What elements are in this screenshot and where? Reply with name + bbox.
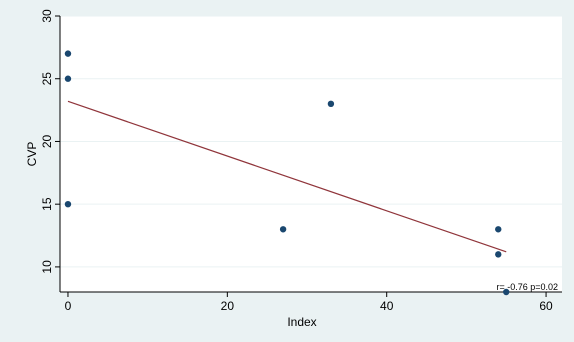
y-tick-label: 20 xyxy=(40,134,54,148)
x-axis-title: Index xyxy=(287,315,316,329)
x-tick-label: 40 xyxy=(380,299,394,313)
data-point xyxy=(64,200,72,208)
x-tick-label: 20 xyxy=(221,299,235,313)
correlation-annotation: r= -0.76 p=0.02 xyxy=(496,282,558,292)
grid-lines xyxy=(60,15,562,268)
fit-line xyxy=(67,100,507,253)
y-tick-label: 25 xyxy=(40,72,54,86)
y-tick-label: 10 xyxy=(40,260,54,274)
data-point xyxy=(279,226,287,233)
data-point xyxy=(495,251,502,258)
data-point xyxy=(64,75,72,82)
x-tick-label: 60 xyxy=(539,299,553,313)
data-point xyxy=(327,100,335,108)
axes: 10 15 20 25 30 0 20 40 60 xyxy=(40,9,562,313)
plot-background xyxy=(60,16,562,292)
y-tick-label: 30 xyxy=(40,9,54,23)
data-point xyxy=(495,226,502,233)
data-point xyxy=(503,288,510,296)
y-axis-title: CVP xyxy=(25,142,39,167)
y-tick-label: 15 xyxy=(40,197,54,211)
data-marks xyxy=(64,50,510,296)
x-tick-label: 0 xyxy=(65,299,72,313)
data-point xyxy=(64,50,72,57)
